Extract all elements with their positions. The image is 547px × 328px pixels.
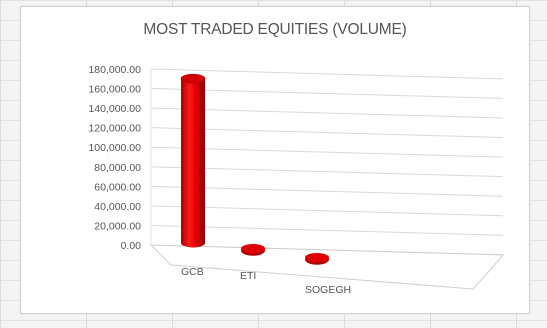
y-tick-label: 40,000.00: [94, 201, 141, 213]
gridline: [150, 166, 504, 178]
chart-title: MOST TRADED EQUITIES (VOLUME): [143, 21, 407, 38]
y-tick-label: 140,000.00: [88, 103, 141, 115]
bar-eti[interactable]: [241, 244, 265, 256]
gridline: [150, 68, 504, 80]
x-category-label: SOGEGH: [305, 284, 351, 296]
bar-gcb[interactable]: [180, 73, 206, 248]
gridline: [150, 224, 504, 236]
y-tick-label: 0.00: [121, 240, 142, 252]
y-tick-label: 100,000.00: [88, 142, 141, 154]
y-tick-label: 160,000.00: [88, 84, 141, 96]
x-category-label: GCB: [181, 266, 204, 278]
gridline: [150, 88, 504, 99]
x-category-label: ETI: [240, 270, 256, 282]
gridline: [150, 107, 504, 119]
bar-top: [180, 73, 206, 84]
y-tick-label: 120,000.00: [88, 123, 141, 135]
chart-floor: [149, 244, 505, 290]
bar-sogegh[interactable]: [305, 253, 329, 265]
bar-top: [305, 253, 329, 262]
gridline: [150, 205, 504, 217]
gridline: [150, 146, 504, 158]
bar-body: [181, 78, 205, 248]
gridline: [150, 127, 504, 139]
gridline: [150, 185, 504, 197]
bar-top: [241, 244, 265, 253]
y-tick-label: 180,000.00: [88, 64, 141, 76]
y-tick-label: 60,000.00: [94, 181, 141, 193]
y-tick-label: 80,000.00: [94, 162, 141, 174]
chart-plot: 0.00 20,000.00 40,000.00 60,000.00 80,000.00…: [88, 64, 505, 296]
y-tick-label: 20,000.00: [94, 220, 141, 232]
chart-area[interactable]: MOST TRADED EQUITIES (VOLUME) 0.00 20,000…: [20, 6, 530, 314]
